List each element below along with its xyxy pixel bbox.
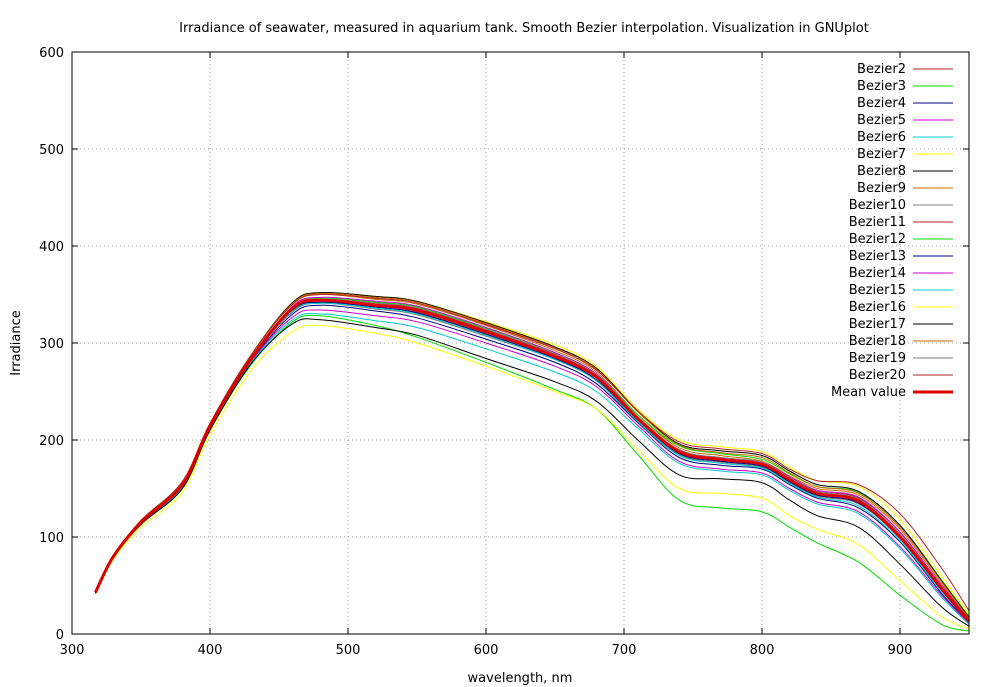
legend-label: Bezier8: [857, 164, 906, 179]
legend-label: Bezier14: [849, 266, 906, 281]
x-tick-label: 800: [750, 643, 775, 658]
x-tick-label: 400: [198, 643, 223, 658]
y-tick-label: 600: [39, 46, 64, 61]
legend-label: Bezier13: [849, 249, 906, 264]
y-tick-label: 500: [39, 143, 64, 158]
legend-label: Bezier5: [857, 113, 906, 128]
legend-label: Bezier20: [849, 368, 906, 383]
legend-label: Mean value: [831, 385, 906, 400]
legend-label: Bezier11: [849, 215, 906, 230]
legend-label: Bezier9: [857, 181, 906, 196]
legend-label: Bezier6: [857, 130, 906, 145]
y-tick-label: 400: [39, 240, 64, 255]
legend-label: Bezier2: [857, 62, 906, 77]
y-tick-label: 0: [56, 628, 64, 643]
legend-label: Bezier19: [849, 351, 906, 366]
x-tick-label: 600: [474, 643, 499, 658]
legend-label: Bezier7: [857, 147, 906, 162]
x-tick-label: 900: [888, 643, 913, 658]
legend-label: Bezier16: [849, 300, 906, 315]
legend-label: Bezier15: [849, 283, 906, 298]
legend-label: Bezier18: [849, 334, 906, 349]
legend: Bezier2 Bezier3 Bezier4 Bezier5 Bezier6 Bezie…: [831, 62, 953, 400]
series-line-mean-value: [94, 298, 971, 623]
y-tick-label: 100: [39, 531, 64, 546]
axis-ticks: 300 400 500 600 700 800 900 0 100 200 300 400 500 600: [39, 46, 969, 658]
legend-label: Bezier10: [849, 198, 906, 213]
y-tick-label: 200: [39, 434, 64, 449]
x-tick-label: 700: [612, 643, 637, 658]
chart-title: Irradiance of seawater, measured in aqua…: [179, 21, 869, 36]
legend-label: Bezier4: [857, 96, 906, 111]
y-axis-label: Irradiance: [9, 310, 24, 375]
legend-label: Bezier12: [849, 232, 906, 247]
x-tick-label: 300: [60, 643, 85, 658]
series-line-bezier7: [95, 324, 970, 630]
legend-label: Bezier3: [857, 79, 906, 94]
x-axis-label: wavelength, nm: [468, 671, 573, 686]
x-tick-label: 500: [336, 643, 361, 658]
y-tick-label: 300: [39, 337, 64, 352]
legend-label: Bezier17: [849, 317, 906, 332]
series-lines: [94, 291, 971, 632]
